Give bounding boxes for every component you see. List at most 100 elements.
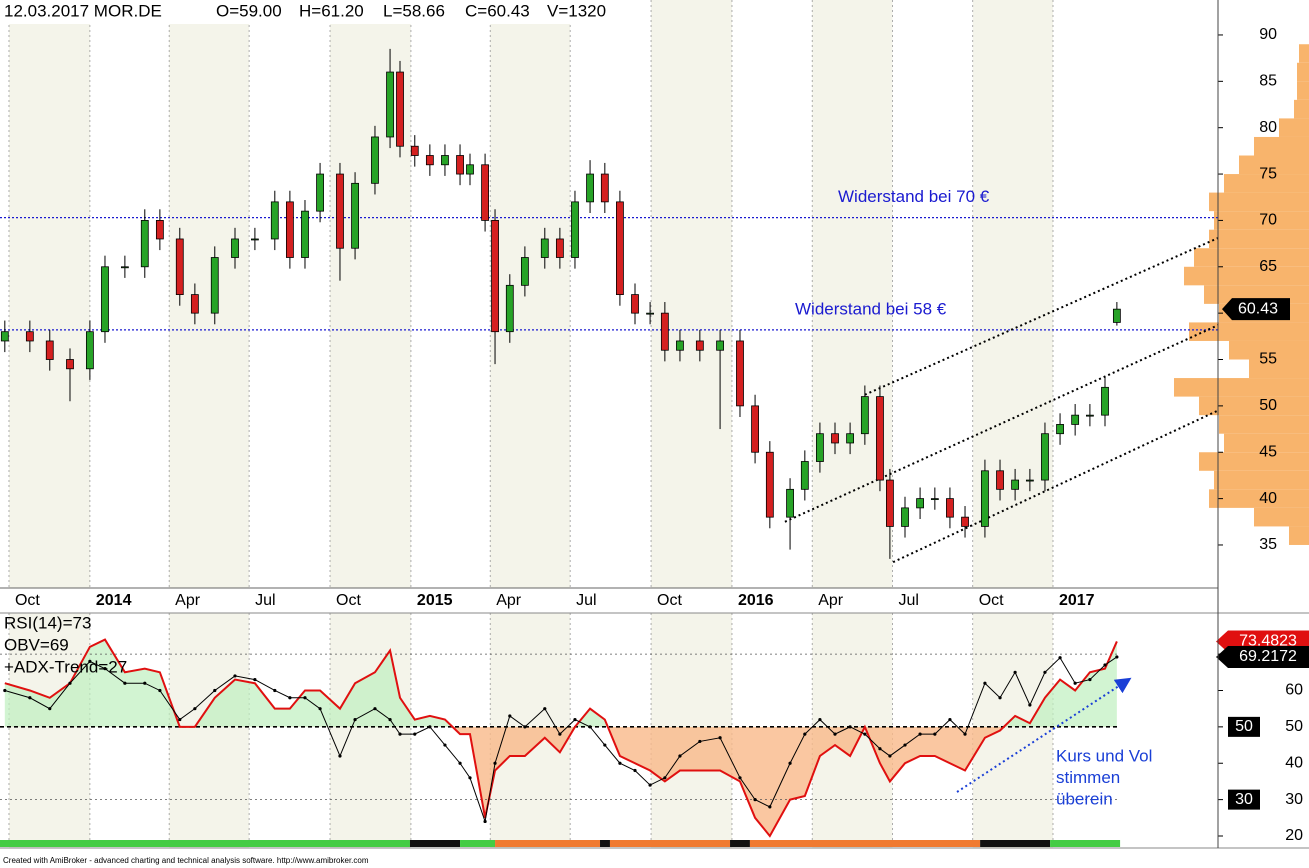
candle-body bbox=[456, 155, 464, 175]
trend-segment bbox=[609, 840, 731, 847]
channel-line bbox=[784, 324, 1219, 523]
obv-marker bbox=[388, 717, 392, 722]
y-tick-label: 20 bbox=[1285, 827, 1303, 844]
legend-text: RSI(14)=73 bbox=[4, 613, 91, 632]
obv-marker bbox=[878, 747, 882, 751]
x-tick-label: 2014 bbox=[96, 592, 132, 609]
obv-marker bbox=[468, 776, 472, 780]
y-tick-label: 30 bbox=[1285, 791, 1303, 808]
header-text: L=58.66 bbox=[383, 1, 445, 20]
obv-marker bbox=[833, 732, 837, 736]
x-tick-label: 2017 bbox=[1059, 592, 1095, 609]
y-tick-label: 70 bbox=[1259, 212, 1277, 229]
volume-profile-bar bbox=[1297, 81, 1309, 100]
candle-body bbox=[45, 340, 54, 360]
candle-body bbox=[120, 266, 129, 269]
obv-marker bbox=[318, 707, 322, 711]
volume-profile-bar bbox=[1209, 229, 1309, 249]
volume-profile-bar bbox=[1297, 62, 1309, 82]
obv-marker bbox=[1043, 670, 1047, 674]
x-tick-label: 2016 bbox=[738, 592, 774, 609]
obv-marker bbox=[963, 732, 967, 736]
candle-body bbox=[660, 312, 669, 351]
annotation-text: überein bbox=[1056, 789, 1113, 808]
obv-marker bbox=[508, 714, 512, 718]
candle-body bbox=[466, 164, 474, 175]
x-tick-label: 2015 bbox=[417, 592, 453, 609]
candle-body bbox=[676, 340, 684, 351]
candle-body bbox=[846, 433, 854, 444]
last-value-box bbox=[1216, 645, 1309, 668]
obv-marker bbox=[1058, 656, 1062, 660]
x-tick-label: Oct bbox=[979, 592, 1004, 609]
obv-marker bbox=[1028, 703, 1032, 707]
channel-line bbox=[864, 237, 1219, 396]
header-text: H=61.20 bbox=[299, 1, 364, 20]
volume-profile-bar bbox=[1254, 507, 1309, 527]
volume-profile-bar bbox=[1199, 396, 1309, 416]
obv-marker bbox=[1088, 677, 1092, 682]
obv-marker bbox=[678, 754, 682, 758]
trend-segment bbox=[495, 840, 601, 847]
obv-marker bbox=[428, 725, 432, 729]
obv-marker bbox=[493, 761, 497, 765]
volume-profile-bar bbox=[1289, 526, 1309, 545]
ref-box-label: 50 bbox=[1235, 718, 1253, 735]
candle-body bbox=[1086, 414, 1094, 417]
candle-body bbox=[285, 201, 294, 258]
candle-body bbox=[491, 220, 499, 333]
shade-band bbox=[651, 0, 732, 588]
y-tick-label: 40 bbox=[1259, 490, 1277, 507]
candle-body bbox=[631, 294, 639, 314]
obv-marker bbox=[1115, 655, 1119, 659]
x-tick-label: Apr bbox=[496, 592, 522, 609]
candle-body bbox=[410, 145, 419, 156]
obv-marker bbox=[803, 732, 807, 736]
volume-profile-bar bbox=[1194, 248, 1309, 267]
shade-band bbox=[169, 613, 250, 848]
candle-body bbox=[816, 433, 824, 462]
resistance-label: Widerstand bei 70 € bbox=[838, 187, 990, 206]
last-value-label: 69.2172 bbox=[1239, 648, 1297, 665]
volume-profile-bar bbox=[1199, 452, 1309, 471]
obv-marker bbox=[353, 717, 357, 722]
obv-marker bbox=[123, 681, 127, 685]
obv-marker bbox=[718, 736, 722, 740]
header-text: O=59.00 bbox=[216, 1, 282, 20]
volume-profile-bar bbox=[1229, 340, 1309, 360]
candle-body bbox=[1112, 308, 1121, 323]
candle-body bbox=[0, 331, 9, 342]
shade-band bbox=[812, 0, 893, 588]
candle-body bbox=[540, 238, 549, 258]
volume-profile-bar bbox=[1299, 44, 1309, 63]
obv-marker bbox=[863, 732, 867, 736]
obv-marker bbox=[753, 798, 757, 802]
obv-marker bbox=[768, 805, 772, 809]
volume-profile-bar bbox=[1184, 266, 1309, 286]
y-tick-label: 50 bbox=[1285, 718, 1303, 735]
candle-body bbox=[301, 210, 309, 258]
candle-body bbox=[85, 331, 94, 370]
header-text: 12.03.2017 MOR.DE bbox=[4, 1, 162, 20]
rsi-line bbox=[4, 638, 1118, 838]
y-tick-label: 80 bbox=[1259, 119, 1277, 136]
obv-marker bbox=[413, 732, 417, 736]
x-tick-label: Apr bbox=[818, 592, 844, 609]
candle-body bbox=[425, 155, 434, 166]
obv-marker bbox=[738, 776, 742, 780]
obv-marker bbox=[998, 696, 1002, 700]
obv-line bbox=[4, 656, 1118, 822]
obv-marker bbox=[648, 783, 652, 787]
candle-body bbox=[25, 331, 34, 342]
candle-body bbox=[586, 173, 594, 203]
candle-body bbox=[101, 266, 109, 333]
y-tick-label: 35 bbox=[1259, 536, 1277, 553]
header-text: C=60.43 bbox=[465, 1, 530, 20]
candle-body bbox=[961, 516, 969, 527]
candle-body bbox=[555, 238, 564, 258]
volume-profile-bar bbox=[1224, 433, 1309, 453]
y-tick-label: 45 bbox=[1259, 443, 1277, 460]
obv-marker bbox=[888, 754, 892, 758]
obv-marker bbox=[233, 674, 237, 678]
